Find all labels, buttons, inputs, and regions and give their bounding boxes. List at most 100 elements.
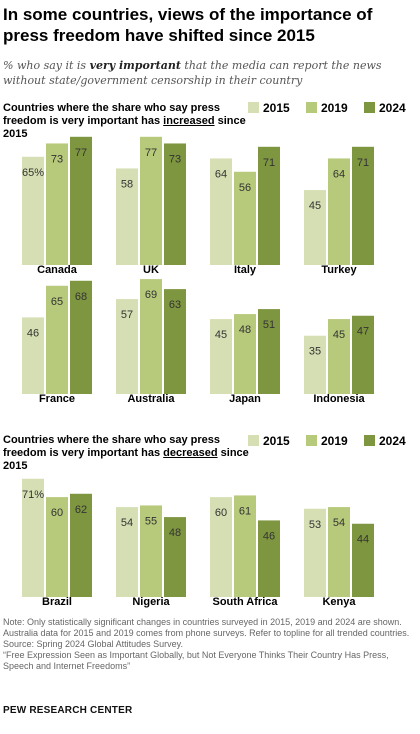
section-heading-increased: Countries where the share who say press … bbox=[3, 102, 253, 141]
legend-label-2019: 2019 bbox=[321, 434, 348, 448]
data-label-turkey-2015: 45 bbox=[309, 200, 321, 212]
legend-bottom: 2015 2019 2024 bbox=[248, 434, 418, 448]
bar-uk-2024 bbox=[164, 143, 186, 265]
data-label-brazil-2015: 71% bbox=[22, 489, 44, 501]
data-label-south-africa-2015: 60 bbox=[215, 507, 227, 519]
country-label-turkey: Turkey bbox=[321, 264, 357, 276]
data-label-indonesia-2019: 45 bbox=[333, 329, 345, 341]
data-label-south-africa-2024: 46 bbox=[263, 530, 275, 542]
data-label-australia-2019: 69 bbox=[145, 289, 157, 301]
bar-uk-2015 bbox=[116, 168, 138, 265]
data-label-uk-2019: 77 bbox=[145, 147, 157, 159]
bar-kenya-2015 bbox=[304, 508, 326, 597]
bar-kenya-2024 bbox=[352, 523, 374, 597]
legend-swatch-2019 bbox=[306, 102, 317, 113]
bar-australia-2015 bbox=[116, 299, 138, 394]
country-label-south-africa: South Africa bbox=[213, 596, 279, 608]
legend-label-2015: 2015 bbox=[263, 101, 290, 115]
legend-label-2015: 2015 bbox=[263, 434, 290, 448]
bar-south-africa-2019 bbox=[234, 495, 256, 597]
legend-swatch-2024 bbox=[364, 102, 375, 113]
bar-brazil-2015 bbox=[22, 478, 44, 597]
legend-swatch-2015 bbox=[248, 435, 259, 446]
bar-japan-2019 bbox=[234, 314, 256, 394]
data-label-kenya-2015: 53 bbox=[309, 519, 321, 531]
data-label-japan-2019: 48 bbox=[239, 324, 251, 336]
subtitle-emphasis: very important bbox=[89, 59, 181, 72]
data-label-italy-2015: 64 bbox=[215, 168, 227, 180]
section-heading-decreased: Countries where the share who say press … bbox=[3, 434, 253, 473]
bar-canada-2015 bbox=[22, 156, 44, 265]
brand-logo-text: PEW RESEARCH CENTER bbox=[3, 705, 133, 716]
data-label-indonesia-2024: 47 bbox=[357, 326, 369, 338]
country-label-brazil: Brazil bbox=[42, 596, 72, 608]
bar-italy-2015 bbox=[210, 158, 232, 265]
bar-indonesia-2015 bbox=[304, 335, 326, 394]
bar-australia-2024 bbox=[164, 289, 186, 394]
legend-label-2024: 2024 bbox=[379, 434, 406, 448]
section-heading-text: Countries where the share who say press … bbox=[3, 102, 221, 127]
data-label-indonesia-2015: 35 bbox=[309, 346, 321, 358]
bar-turkey-2015 bbox=[304, 190, 326, 265]
bar-france-2024 bbox=[70, 280, 92, 394]
data-label-japan-2024: 51 bbox=[263, 319, 275, 331]
bar-france-2019 bbox=[46, 285, 68, 394]
bar-italy-2024 bbox=[258, 146, 280, 265]
note-text: Note: Only statistically significant cha… bbox=[3, 617, 410, 638]
data-label-brazil-2019: 60 bbox=[51, 507, 63, 519]
data-label-nigeria-2015: 54 bbox=[121, 517, 133, 529]
legend-swatch-2015 bbox=[248, 102, 259, 113]
bar-south-africa-2024 bbox=[258, 520, 280, 597]
bar-brazil-2024 bbox=[70, 493, 92, 597]
data-label-france-2015: 46 bbox=[27, 327, 39, 339]
country-label-france: France bbox=[39, 393, 75, 405]
data-label-canada-2015: 65% bbox=[22, 167, 44, 179]
data-label-italy-2024: 71 bbox=[263, 157, 275, 169]
bar-nigeria-2015 bbox=[116, 507, 138, 597]
section-heading-text: Countries where the share who say press … bbox=[3, 434, 221, 459]
bar-kenya-2019 bbox=[328, 507, 350, 597]
bar-brazil-2019 bbox=[46, 497, 68, 597]
bar-italy-2019 bbox=[234, 171, 256, 265]
data-label-italy-2019: 56 bbox=[239, 182, 251, 194]
data-label-nigeria-2019: 55 bbox=[145, 515, 157, 527]
bar-japan-2015 bbox=[210, 319, 232, 394]
legend-label-2019: 2019 bbox=[321, 101, 348, 115]
subtitle-before: % who say it is bbox=[3, 59, 90, 72]
legend-swatch-2019 bbox=[306, 435, 317, 446]
data-label-turkey-2024: 71 bbox=[357, 157, 369, 169]
data-label-australia-2024: 63 bbox=[169, 299, 181, 311]
data-label-france-2019: 65 bbox=[51, 296, 63, 308]
data-label-nigeria-2024: 48 bbox=[169, 527, 181, 539]
data-label-south-africa-2019: 61 bbox=[239, 505, 251, 517]
data-label-kenya-2019: 54 bbox=[333, 517, 345, 529]
country-label-italy: Italy bbox=[234, 264, 257, 276]
section-heading-keyword: increased bbox=[163, 115, 215, 127]
bar-nigeria-2019 bbox=[140, 505, 162, 597]
bar-nigeria-2024 bbox=[164, 517, 186, 597]
section-heading-tail: since 2015 bbox=[3, 447, 249, 472]
bar-turkey-2019 bbox=[328, 158, 350, 265]
bar-canada-2024 bbox=[70, 136, 92, 265]
data-label-brazil-2024: 62 bbox=[75, 504, 87, 516]
section-heading-tail: since 2015 bbox=[3, 115, 246, 140]
bar-australia-2019 bbox=[140, 279, 162, 394]
chart-title: In some countries, views of the importan… bbox=[3, 5, 373, 45]
legend-label-2024: 2024 bbox=[379, 101, 406, 115]
source-text: Source: Spring 2024 Global Attitudes Sur… bbox=[3, 639, 183, 649]
bar-uk-2019 bbox=[140, 136, 162, 265]
country-label-indonesia: Indonesia bbox=[313, 393, 365, 405]
subtitle-after: that the media can report the news witho… bbox=[3, 59, 382, 87]
chart-subtitle: % who say it is very important that the … bbox=[3, 58, 413, 88]
bar-indonesia-2024 bbox=[352, 315, 374, 394]
data-label-turkey-2019: 64 bbox=[333, 168, 345, 180]
data-label-uk-2015: 58 bbox=[121, 178, 133, 190]
report-title: “Free Expression Seen as Important Globa… bbox=[3, 650, 389, 671]
data-label-australia-2015: 57 bbox=[121, 309, 133, 321]
data-label-japan-2015: 45 bbox=[215, 329, 227, 341]
bar-turkey-2024 bbox=[352, 146, 374, 265]
bar-france-2015 bbox=[22, 317, 44, 394]
notes: Note: Only statistically significant cha… bbox=[3, 617, 415, 672]
country-label-uk: UK bbox=[143, 264, 159, 276]
